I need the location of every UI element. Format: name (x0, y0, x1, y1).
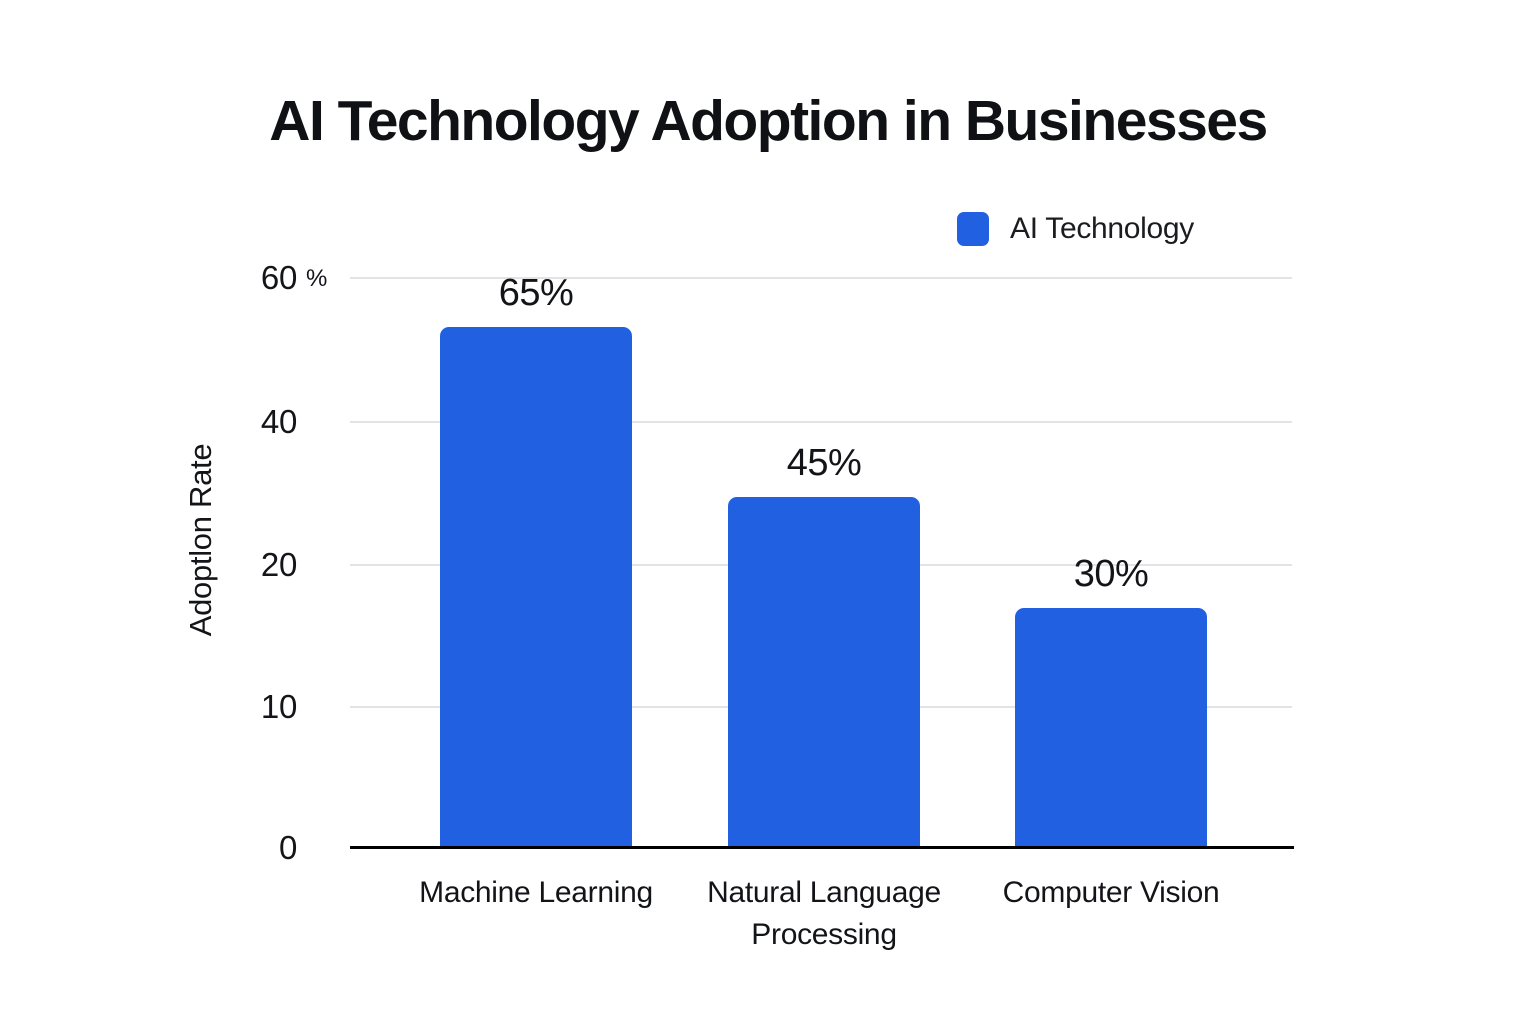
bar (1015, 608, 1207, 846)
gridline (350, 421, 1292, 423)
x-axis-label: Natural Language Processing (707, 876, 941, 951)
y-tick-label: 10 (260, 688, 297, 725)
y-tick-label: 0 (278, 829, 297, 866)
y-tick-label: 20 (260, 546, 297, 583)
x-axis-line (350, 846, 1294, 849)
bar (440, 327, 632, 846)
bar-value-label: 30% (1073, 553, 1149, 595)
y-tick-suffix: % (306, 265, 328, 292)
chart-title: AI Technology Adoption in Businesses (269, 89, 1268, 153)
x-axis-label: Computer Vision (1002, 876, 1220, 909)
legend: AI Technology (957, 209, 1194, 249)
gridline (350, 277, 1292, 279)
y-tick-label: 40 (260, 403, 297, 440)
bar-value-label: 45% (786, 442, 862, 484)
x-axis-label: Machine Learning (419, 876, 653, 909)
y-tick-label: 60 (260, 259, 297, 296)
bar (728, 497, 920, 846)
legend-label: AI Technology (1010, 212, 1195, 245)
legend-swatch-icon (957, 212, 989, 246)
bar-value-label: 65% (498, 272, 574, 314)
